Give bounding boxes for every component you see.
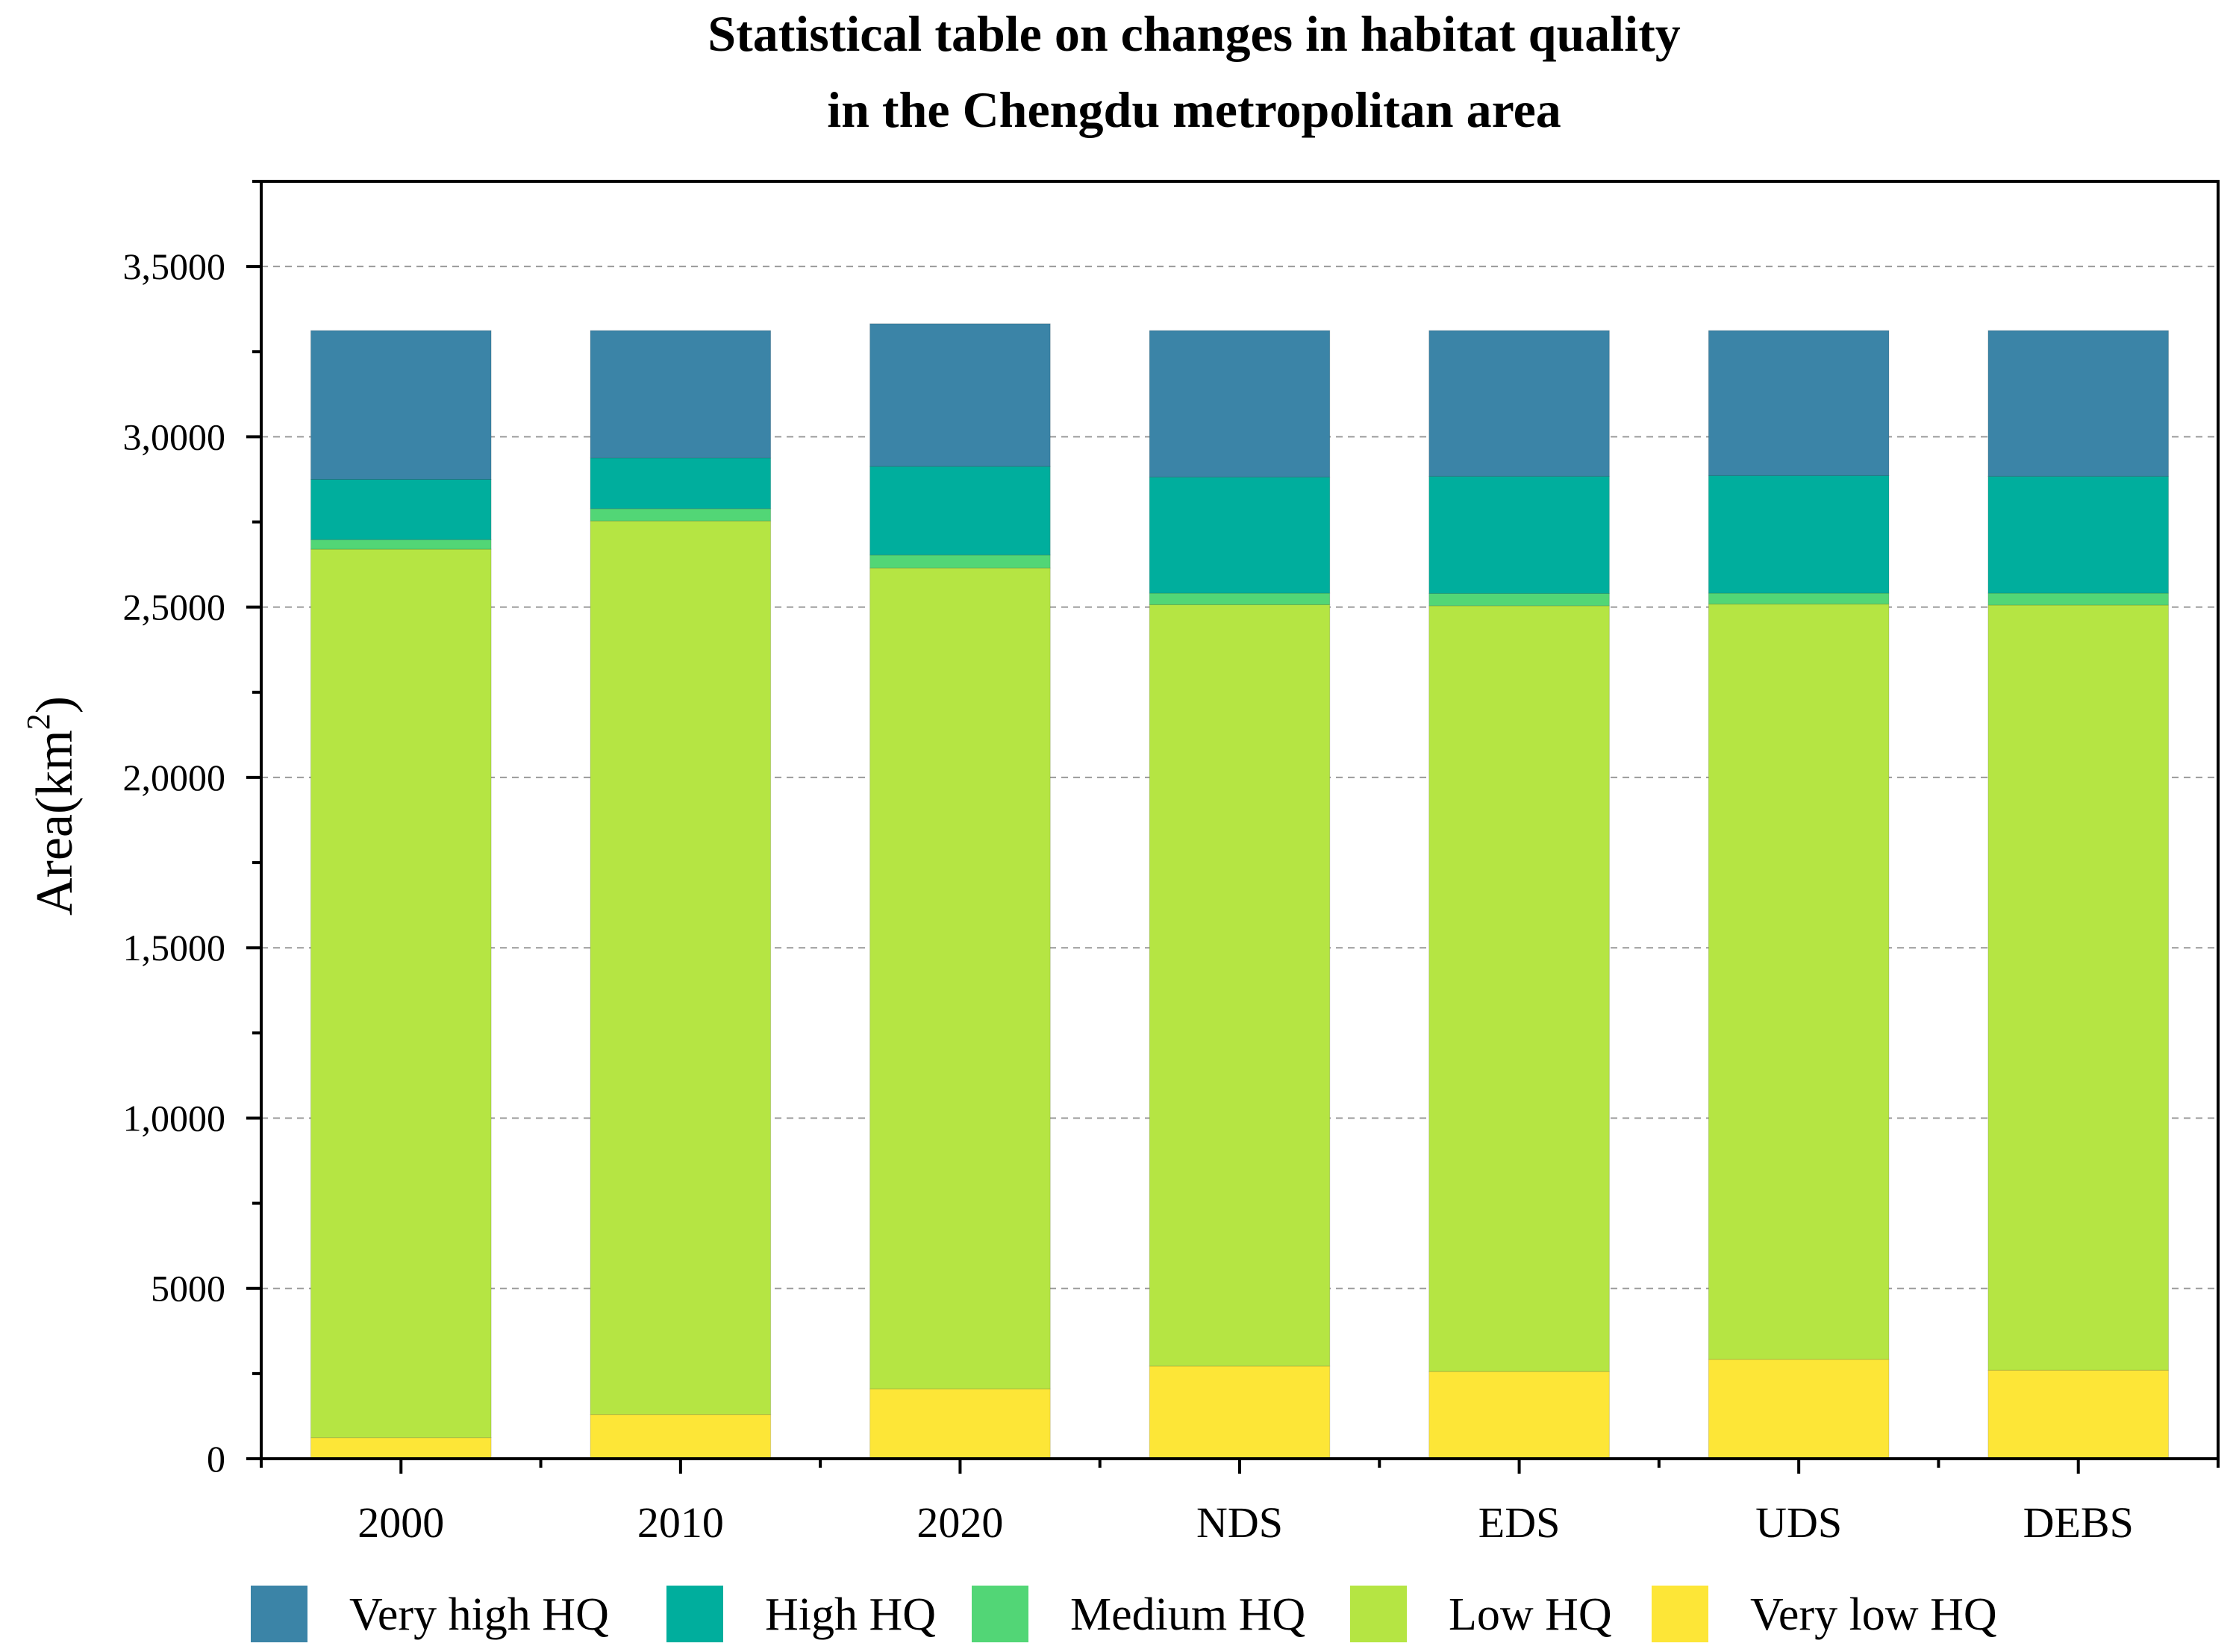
- bar-segment: [1428, 605, 1610, 1372]
- legend-swatch: [972, 1586, 1028, 1642]
- bar-segment: [1987, 330, 2170, 477]
- y-tick-label: 0: [207, 1438, 225, 1480]
- bar-segment: [590, 1414, 772, 1459]
- bar-segment: [1987, 1369, 2170, 1459]
- x-tick-label: NDS: [1196, 1498, 1283, 1547]
- legend-label: Very low HQ: [1750, 1589, 1997, 1640]
- bars: [310, 323, 2170, 1459]
- bar-segment: [869, 323, 1051, 467]
- y-tick-label: 2,5000: [123, 586, 226, 628]
- bar-segment: [1428, 475, 1610, 594]
- bar-segment: [1987, 592, 2170, 606]
- bar-segment: [1428, 330, 1610, 477]
- bar-segment: [590, 457, 772, 510]
- legend-swatch: [1652, 1586, 1708, 1642]
- legend-label: Medium HQ: [1070, 1589, 1305, 1640]
- bar-segment: [590, 508, 772, 522]
- y-axis-label-close: ): [26, 696, 84, 713]
- bar-segment: [590, 330, 772, 459]
- bar-segment: [1708, 330, 1890, 476]
- x-tick-label: 2000: [357, 1498, 444, 1547]
- bar-segment: [310, 330, 492, 480]
- y-tick-label: 3,5000: [123, 245, 226, 287]
- legend-label: High HQ: [765, 1589, 936, 1640]
- bar-segment: [1149, 1365, 1331, 1459]
- bar-segment: [1149, 592, 1331, 605]
- x-tick-label: EDS: [1478, 1498, 1561, 1547]
- y-tick-label: 1,5000: [123, 927, 226, 969]
- bar-segment: [1987, 475, 2170, 594]
- bar-segment: [869, 567, 1051, 1389]
- chart-title-line-1: Statistical table on changes in habitat …: [708, 5, 1681, 62]
- x-tick-label: UDS: [1755, 1498, 1842, 1547]
- bar-segment: [1149, 604, 1331, 1367]
- y-axis-label: Area(km2): [20, 696, 84, 916]
- chart-title-line-2: in the Chengdu metropolitan area: [827, 81, 1561, 138]
- bar-segment: [1149, 330, 1331, 478]
- x-tick-label: 2020: [916, 1498, 1003, 1547]
- legend-swatch: [1350, 1586, 1407, 1642]
- bar-segment: [1708, 1359, 1890, 1459]
- x-tick-label: DEBS: [2023, 1498, 2134, 1547]
- y-tick-label: 5000: [151, 1268, 225, 1310]
- bar-segment: [1708, 475, 1890, 594]
- bar-segment: [1428, 592, 1610, 607]
- y-tick-label: 2,0000: [123, 757, 226, 798]
- axes: 0 5000 1,0000 1,5000 2,0000 2,5000 3,0000 3,500…: [123, 180, 2220, 1547]
- bar-segment: [869, 554, 1051, 569]
- bar-segment: [310, 548, 492, 1439]
- bar-segment: [1708, 604, 1890, 1360]
- x-tick-label: 2010: [637, 1498, 724, 1547]
- bar-segment: [1987, 604, 2170, 1371]
- bar-segment: [869, 466, 1051, 556]
- y-tick-label: 3,0000: [123, 416, 226, 457]
- bar-segment: [1428, 1371, 1610, 1459]
- bar-segment: [590, 520, 772, 1415]
- bar-segment: [1149, 476, 1331, 594]
- bar-segment: [310, 539, 492, 550]
- legend: Very high HQ High HQ Medium HQ Low HQ Very l…: [251, 1586, 1997, 1642]
- y-tick-label: 1,0000: [123, 1097, 226, 1139]
- legend-swatch: [251, 1586, 307, 1642]
- y-axis-label-superscript: 2: [20, 713, 57, 730]
- legend-swatch: [666, 1586, 723, 1642]
- legend-label: Very high HQ: [349, 1589, 609, 1640]
- y-axis-label-main: Area(km: [26, 730, 84, 916]
- bar-segment: [310, 478, 492, 540]
- bar-segment: [1708, 592, 1890, 605]
- bar-segment: [310, 1437, 492, 1459]
- gridlines: [261, 266, 2218, 1289]
- bar-segment: [869, 1388, 1051, 1459]
- legend-label: Low HQ: [1449, 1589, 1612, 1640]
